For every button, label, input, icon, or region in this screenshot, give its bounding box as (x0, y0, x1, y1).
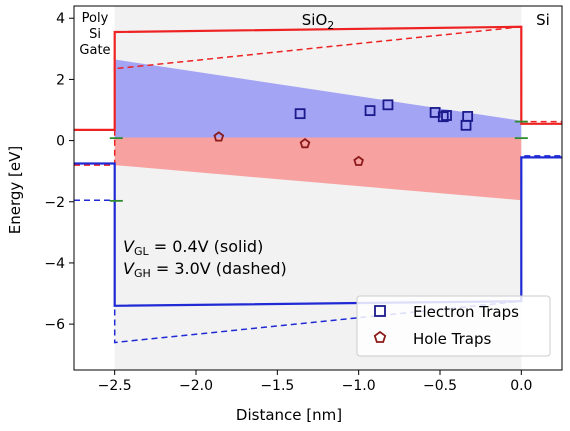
vgh-symbol: V (123, 259, 135, 278)
x-tick-label-4: −0.5 (423, 378, 457, 394)
vgh-subscript: GH (134, 267, 151, 280)
x-tick-label-5: 0.0 (510, 378, 532, 394)
axes: −2.5 −2.0 −1.5 −1.0 −0.5 0.0 4 2 0 −2 −4 −6 (44, 11, 532, 394)
region-label-poly: Poly (82, 11, 109, 26)
x-tick-label-0: −2.5 (98, 378, 132, 394)
plot-frame (73, 5, 563, 371)
region-label-substrate: Si (536, 11, 550, 29)
legend-hole-trap-label: Hole Traps (413, 330, 491, 348)
hole-trap-point-1 (299, 137, 311, 149)
electron-trap-point-5 (441, 110, 452, 121)
region-label-sio2: SiO2 (302, 11, 335, 32)
trap-points (213, 99, 474, 166)
legend: Electron Traps Hole Traps (356, 295, 551, 357)
vgl-text: = 0.4V (solid) (149, 237, 264, 256)
legend-electron-trap-label: Electron Traps (413, 303, 519, 321)
electron-trap-point-1 (364, 105, 376, 117)
region-label-gate: Gate (79, 43, 110, 58)
electron-trap-point-0 (294, 108, 306, 120)
region-label-si: Si (89, 27, 101, 42)
electron-trap-point-7 (460, 119, 472, 131)
plot-border (73, 5, 563, 371)
legend-hole-trap-marker (373, 330, 387, 343)
y-tick-label-3: −2 (44, 195, 65, 211)
trap-bands (114, 59, 522, 201)
sio2-subscript: 2 (327, 19, 334, 32)
vgl-symbol: V (123, 237, 135, 256)
y-tick-label-2: 0 (56, 134, 65, 150)
hole-trap-point-0 (213, 131, 225, 142)
legend-electron-trap-marker (374, 305, 386, 317)
hole-trap-band (114, 137, 522, 201)
legend-box (356, 295, 551, 357)
x-tick-label-2: −1.5 (260, 378, 294, 394)
vgl-subscript: GL (134, 245, 150, 258)
sio2-main: SiO (302, 11, 328, 29)
y-tick-label-0: 4 (56, 11, 65, 27)
band-line-2 (74, 156, 562, 307)
electron-trap-point-2 (382, 99, 394, 111)
vgh-text: = 3.0V (dashed) (151, 259, 287, 278)
y-tick-label-4: −4 (44, 256, 65, 272)
annotation-vgh: VGH = 3.0V (dashed) (123, 259, 287, 280)
y-tick-label-5: −6 (44, 317, 65, 333)
electron-trap-band (114, 59, 522, 138)
electron-trap-point-4 (437, 111, 449, 123)
hole-trap-point-2 (353, 155, 364, 166)
x-axis-label: Distance [nm] (236, 406, 342, 424)
band-line-1 (74, 25, 562, 166)
x-tick-label-1: −2.0 (179, 378, 213, 394)
fermi-level-marks (109, 120, 528, 202)
x-tick-label-3: −1.0 (342, 378, 376, 394)
y-tick-label-1: 2 (56, 72, 65, 88)
band-lines (74, 25, 562, 344)
band-line-0 (74, 25, 562, 131)
band-line-3 (74, 155, 562, 344)
annotation-vgl: VGL = 0.4V (solid) (123, 237, 263, 258)
y-axis-label: Energy [eV] (6, 146, 24, 234)
